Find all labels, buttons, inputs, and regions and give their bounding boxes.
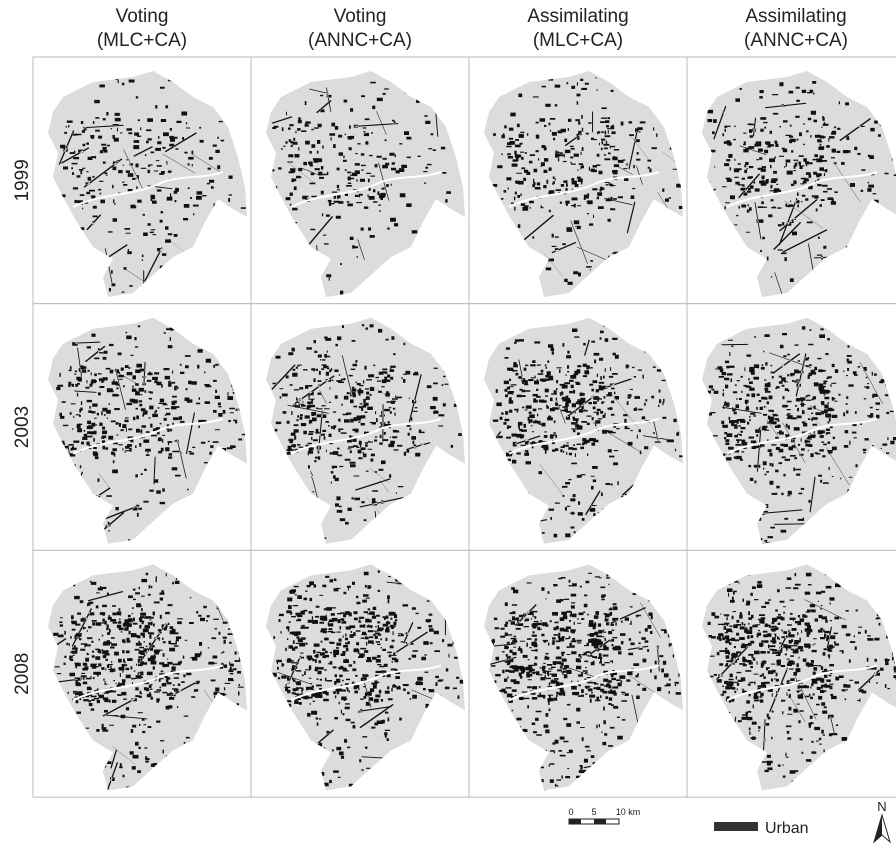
map-cell: [687, 304, 896, 551]
column-header: (ANNC+CA): [744, 30, 848, 51]
figure: Voting (MLC+CA) Voting (ANNC+CA) Assimilatin…: [0, 0, 896, 849]
legend-label: Urban: [765, 820, 809, 837]
scale-bar-segment: [594, 819, 606, 824]
column-header: Assimilating: [745, 6, 846, 27]
legend-swatch: [714, 822, 758, 831]
map-grid: [33, 57, 896, 797]
north-arrow: N: [874, 799, 890, 842]
row-label: 2003: [12, 406, 33, 448]
map-cell: [687, 57, 896, 308]
column-header: Assimilating: [527, 6, 628, 27]
map-cell: [251, 550, 484, 797]
map-cell: [33, 550, 251, 797]
scale-bar: 0 5 10 km: [568, 807, 640, 824]
map-cell: [33, 304, 251, 551]
row-label: 1999: [12, 159, 33, 201]
scale-label: 5: [591, 807, 596, 817]
column-header: (ANNC+CA): [308, 30, 412, 51]
map-cell: [469, 304, 687, 551]
map-cell: [687, 550, 896, 797]
map-cell: [469, 550, 687, 797]
north-label: N: [877, 799, 886, 814]
column-header: Voting: [116, 6, 169, 27]
page: {"columns": [["Voting", "(MLC+CA)"], ["V…: [0, 0, 896, 849]
column-header: Voting: [334, 6, 387, 27]
column-header: (MLC+CA): [97, 30, 187, 51]
map-cell: [461, 57, 687, 304]
map-cell: [33, 57, 251, 317]
map-cell: [251, 304, 469, 551]
column-header: (MLC+CA): [533, 30, 623, 51]
scale-bar-segment: [569, 819, 581, 824]
scale-label: 0: [568, 807, 573, 817]
map-cell: [251, 57, 471, 304]
scale-label: 10 km: [616, 807, 641, 817]
row-label: 2008: [12, 653, 33, 695]
legend: Urban: [714, 820, 809, 837]
